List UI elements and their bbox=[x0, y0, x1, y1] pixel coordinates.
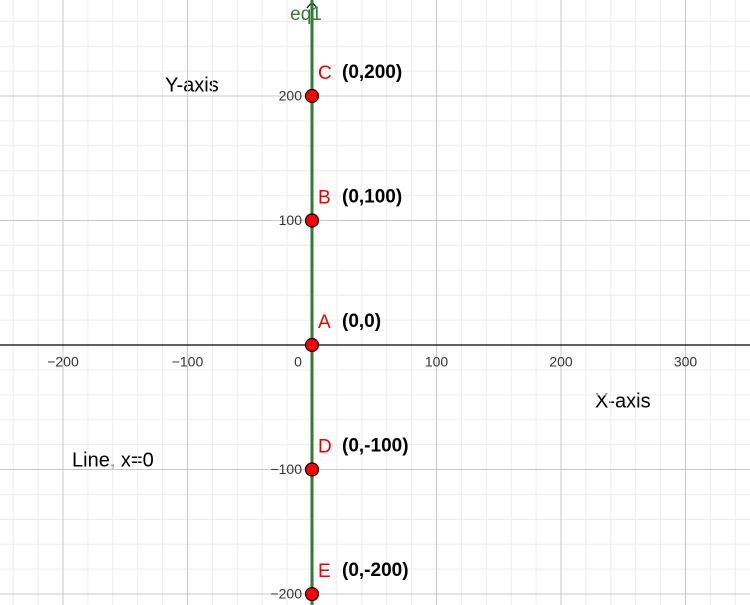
point-name: A bbox=[318, 312, 331, 333]
point-value-label: (0,100) bbox=[342, 187, 402, 208]
point bbox=[304, 88, 320, 104]
point-value-label: (0,0) bbox=[342, 311, 381, 332]
point bbox=[304, 462, 320, 477]
y-tick-label: −200 bbox=[270, 586, 302, 602]
annotation: X-axis bbox=[595, 390, 651, 412]
point bbox=[304, 213, 320, 228]
x-tick-label: 200 bbox=[549, 354, 573, 370]
point-value-label: (0,-200) bbox=[342, 560, 409, 581]
line-label: eq1 bbox=[290, 4, 322, 25]
y-tick-label: 200 bbox=[279, 88, 303, 104]
point-value-label: (0,-100) bbox=[342, 436, 409, 457]
y-tick-label: −100 bbox=[270, 461, 302, 477]
point-name: D bbox=[318, 437, 332, 458]
point-name: E bbox=[318, 561, 331, 582]
point bbox=[304, 586, 320, 602]
point bbox=[304, 337, 320, 353]
x-tick-label: 300 bbox=[674, 354, 698, 370]
y-tick-label: 100 bbox=[279, 212, 303, 228]
x-tick-label: −200 bbox=[47, 354, 79, 370]
point-value-label: (0,200) bbox=[342, 62, 402, 83]
x-tick-label: 100 bbox=[425, 354, 449, 370]
point-name: C bbox=[318, 63, 332, 84]
annotation: Y-axis bbox=[165, 74, 219, 96]
point-name: B bbox=[318, 188, 331, 209]
x-tick-label: −100 bbox=[172, 354, 204, 370]
x-tick-label: 0 bbox=[294, 354, 302, 370]
